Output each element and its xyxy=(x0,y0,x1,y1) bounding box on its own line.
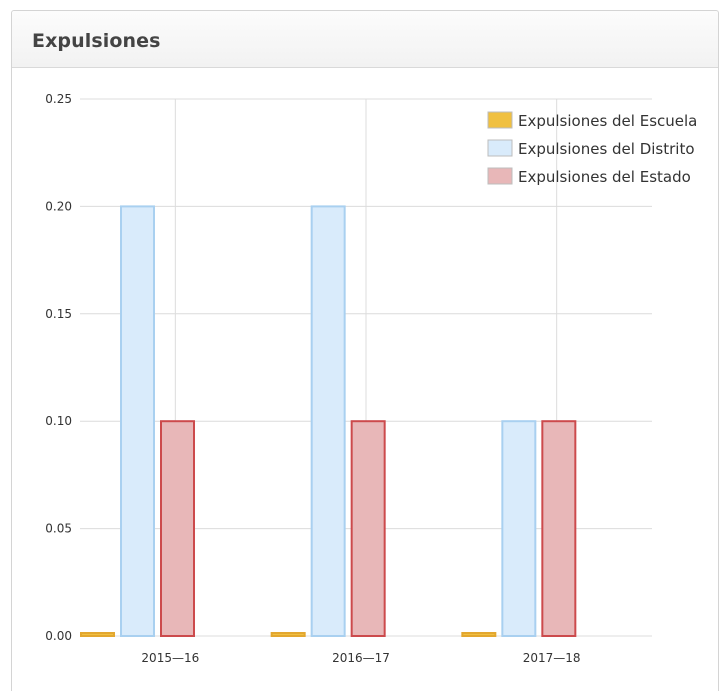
x-tick-label: 2015—16 xyxy=(141,651,199,665)
y-tick-label: 0.20 xyxy=(45,199,72,213)
legend-swatch xyxy=(487,167,513,185)
bar-school xyxy=(461,632,497,637)
legend-label: Expulsiones del Escuela xyxy=(518,112,697,130)
y-tick-label: 0.10 xyxy=(45,414,72,428)
bar-state xyxy=(160,420,195,638)
panel-title: Expulsiones xyxy=(32,30,161,52)
chart-legend: Expulsiones del Escuela Expulsiones del D… xyxy=(487,111,697,186)
x-axis-ticks: 2015—16 2016—17 2017—18 xyxy=(141,651,580,665)
bar-school xyxy=(270,632,306,637)
legend-label: Expulsiones del Estado xyxy=(518,168,691,186)
panel-header: Expulsiones xyxy=(12,11,718,68)
legend-swatch xyxy=(487,139,513,157)
bar-school xyxy=(80,632,115,637)
bar-district xyxy=(310,205,346,637)
y-tick-label: 0.25 xyxy=(45,92,72,106)
y-axis-ticks: 0.00 0.05 0.10 0.15 0.20 0.25 xyxy=(45,92,72,643)
bar-state xyxy=(541,420,577,638)
legend-swatch xyxy=(487,111,513,129)
x-tick-label: 2016—17 xyxy=(332,651,390,665)
y-tick-label: 0.05 xyxy=(45,522,72,536)
bar-district xyxy=(120,205,155,637)
bar-district xyxy=(501,420,537,638)
bars xyxy=(80,205,577,638)
bar-state xyxy=(350,420,386,638)
y-tick-label: 0.00 xyxy=(45,629,72,643)
x-tick-label: 2017—18 xyxy=(523,651,581,665)
y-tick-label: 0.15 xyxy=(45,307,72,321)
legend-label: Expulsiones del Distrito xyxy=(518,140,695,158)
